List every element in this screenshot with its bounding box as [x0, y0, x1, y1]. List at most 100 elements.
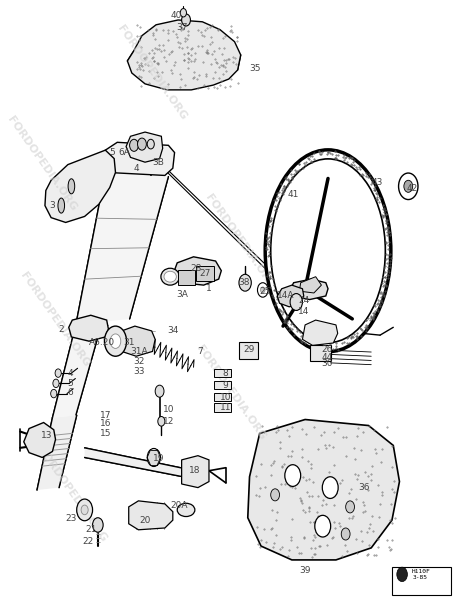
- Text: 9: 9: [223, 381, 229, 390]
- Circle shape: [110, 334, 121, 349]
- Polygon shape: [53, 321, 102, 418]
- Text: 30: 30: [321, 359, 333, 368]
- Text: 5: 5: [67, 379, 73, 388]
- FancyBboxPatch shape: [239, 342, 258, 359]
- Circle shape: [180, 8, 187, 17]
- Text: 7: 7: [197, 347, 203, 356]
- Circle shape: [53, 379, 59, 388]
- Circle shape: [315, 515, 331, 537]
- Text: 28: 28: [190, 265, 201, 274]
- Text: 31A: 31A: [130, 347, 148, 356]
- Circle shape: [290, 294, 302, 310]
- Circle shape: [147, 448, 160, 466]
- Text: 27: 27: [200, 269, 211, 278]
- Polygon shape: [299, 277, 321, 293]
- Text: 14A: 14A: [278, 292, 295, 300]
- Ellipse shape: [271, 159, 385, 342]
- Text: 5: 5: [109, 148, 115, 157]
- Text: 14: 14: [298, 307, 309, 315]
- Circle shape: [397, 567, 408, 582]
- Text: 39: 39: [299, 566, 311, 574]
- Polygon shape: [127, 20, 241, 90]
- Text: 31: 31: [123, 338, 135, 347]
- Polygon shape: [45, 150, 116, 222]
- Text: 42: 42: [406, 184, 417, 193]
- Text: 24: 24: [298, 297, 309, 305]
- Text: 15: 15: [100, 429, 111, 438]
- Circle shape: [260, 287, 265, 293]
- Text: 4: 4: [133, 164, 139, 173]
- Circle shape: [399, 173, 418, 199]
- Text: FORDOPEDIA.ORG: FORDOPEDIA.ORG: [18, 271, 91, 369]
- Text: 36: 36: [359, 483, 370, 492]
- Text: 11: 11: [220, 403, 231, 412]
- Text: FORDOPEDIA.ORG: FORDOPEDIA.ORG: [195, 343, 267, 442]
- Polygon shape: [302, 320, 338, 345]
- Text: 37: 37: [176, 24, 187, 32]
- Circle shape: [182, 14, 190, 26]
- Text: FORDOPEDIA.ORG: FORDOPEDIA.ORG: [36, 446, 109, 544]
- Polygon shape: [290, 279, 328, 300]
- Polygon shape: [24, 423, 55, 457]
- Polygon shape: [69, 315, 108, 341]
- Circle shape: [258, 283, 268, 297]
- FancyBboxPatch shape: [196, 266, 214, 281]
- Polygon shape: [182, 455, 209, 487]
- Ellipse shape: [265, 150, 391, 352]
- Text: 3A: 3A: [177, 291, 189, 299]
- Text: 13: 13: [41, 431, 53, 440]
- Circle shape: [155, 385, 164, 397]
- Text: 10: 10: [220, 393, 231, 402]
- Text: 6A: 6A: [118, 148, 130, 157]
- Ellipse shape: [164, 271, 177, 282]
- Text: 19: 19: [153, 454, 164, 463]
- Text: 22: 22: [82, 538, 93, 547]
- Polygon shape: [37, 416, 77, 490]
- Circle shape: [93, 518, 103, 532]
- Circle shape: [239, 274, 251, 291]
- Text: A6.20: A6.20: [89, 338, 115, 347]
- Polygon shape: [173, 257, 221, 285]
- Text: 20: 20: [139, 516, 151, 525]
- Text: FORDOPEDIA.ORG: FORDOPEDIA.ORG: [115, 24, 188, 122]
- Ellipse shape: [177, 503, 195, 516]
- Text: 35: 35: [249, 63, 261, 72]
- Text: 23: 23: [66, 515, 77, 524]
- Text: 4: 4: [67, 368, 73, 378]
- Polygon shape: [100, 143, 175, 175]
- Circle shape: [271, 489, 279, 501]
- Circle shape: [55, 369, 61, 378]
- Text: 3B: 3B: [152, 158, 164, 167]
- Circle shape: [158, 417, 165, 426]
- Polygon shape: [129, 501, 173, 530]
- Ellipse shape: [161, 268, 179, 285]
- Circle shape: [404, 180, 413, 192]
- FancyBboxPatch shape: [214, 381, 231, 390]
- Text: 32: 32: [134, 356, 145, 365]
- Text: FORDOPEDIA.ORG: FORDOPEDIA.ORG: [203, 193, 277, 291]
- Text: H110F
3-85: H110F 3-85: [411, 569, 430, 580]
- Text: FORDOPEDIA.ORG: FORDOPEDIA.ORG: [5, 114, 78, 213]
- Text: 25: 25: [260, 287, 271, 295]
- Polygon shape: [76, 172, 168, 325]
- Circle shape: [81, 505, 88, 515]
- Text: 8: 8: [223, 368, 229, 378]
- Text: 40: 40: [170, 11, 182, 21]
- Circle shape: [51, 390, 57, 398]
- Circle shape: [77, 499, 93, 521]
- Text: 2: 2: [59, 324, 64, 333]
- FancyBboxPatch shape: [392, 567, 451, 595]
- Text: 21: 21: [85, 525, 96, 535]
- Text: 6: 6: [67, 388, 73, 397]
- Text: 20A: 20A: [170, 501, 188, 510]
- Text: 3: 3: [50, 201, 55, 210]
- Circle shape: [137, 138, 146, 150]
- Circle shape: [147, 140, 154, 149]
- FancyBboxPatch shape: [214, 403, 231, 412]
- Polygon shape: [126, 132, 163, 162]
- Polygon shape: [278, 285, 304, 307]
- Circle shape: [130, 140, 138, 152]
- FancyBboxPatch shape: [214, 369, 231, 378]
- Polygon shape: [85, 448, 189, 478]
- Text: 34: 34: [167, 326, 178, 335]
